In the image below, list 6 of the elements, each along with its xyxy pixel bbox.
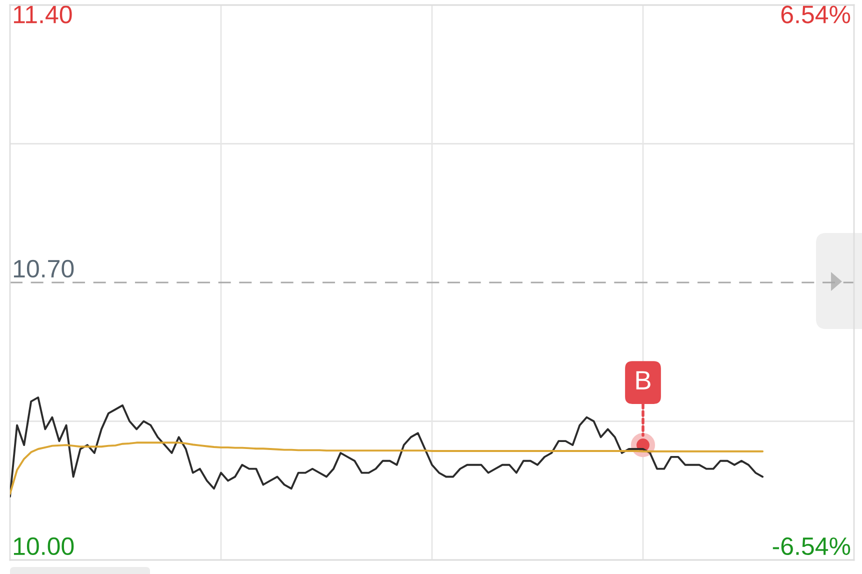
y-tick-label: 10.00 — [14, 537, 74, 556]
annotation: -6.54% — [772, 537, 850, 556]
y-tick-label: 10.70 — [14, 260, 74, 278]
y-tick-label: 11.40 — [14, 6, 72, 24]
annotation: 6.54% — [781, 6, 850, 24]
annotation: B — [636, 371, 650, 390]
